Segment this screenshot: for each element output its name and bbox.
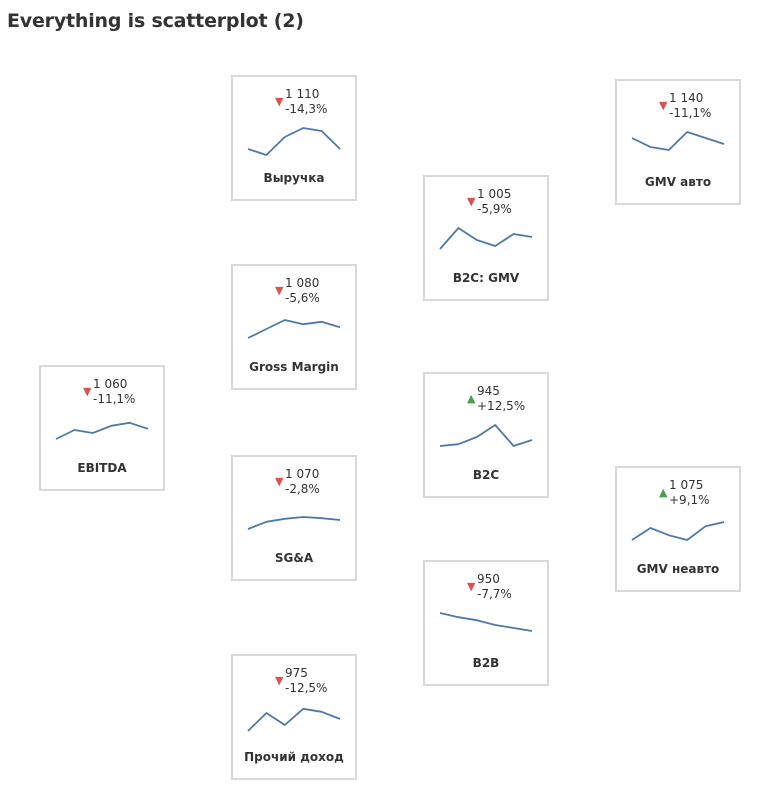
sparkline [439,227,533,250]
kpi-name: B2C: GMV [452,271,520,285]
kpi-change: -12,5% [285,681,328,695]
triangle-down-icon: ▼ [275,95,284,108]
kpi-card-ebitda[interactable]: ▼ 1 060 -11,1% EBITDA [39,365,165,491]
sparkline [247,516,341,530]
kpi-name: Выручка [263,171,325,185]
kpi-value: 945 [477,384,500,398]
kpi-change: +9,1% [669,493,710,507]
kpi-header: ▼ 950 -7,7% [425,572,547,606]
sparkline-series [439,612,533,632]
triangle-down-icon: ▼ [83,385,92,398]
kpi-value: 975 [285,666,308,680]
kpi-header: ▼ 1 005 -5,9% [425,187,547,221]
sparkline [631,131,725,151]
sparkline-series [247,127,341,156]
sparkline-series [247,516,341,530]
sparkline-series [55,421,149,440]
kpi-change: -5,6% [285,291,320,305]
kpi-value: 1 070 [285,467,320,481]
triangle-down-icon: ▼ [275,284,284,297]
kpi-header: ▼ 1 060 -11,1% [41,377,163,411]
kpi-value: 1 005 [477,187,512,201]
kpi-value: 1 075 [669,478,704,492]
kpi-change: -5,9% [477,202,512,216]
page-title: Everything is scatterplot (2) [7,10,304,32]
sparkline-series [247,707,341,732]
kpi-change: -11,1% [669,106,712,120]
kpi-change: +12,5% [477,399,526,413]
kpi-change: -2,8% [285,482,320,496]
kpi-change: -7,7% [477,587,512,601]
kpi-card-b2c-gmv[interactable]: ▼ 1 005 -5,9% B2C: GMV [423,175,549,301]
sparkline [247,707,341,732]
kpi-name: GMV неавто [636,562,720,576]
kpi-header: ▼ 1 140 -11,1% [617,91,739,125]
kpi-name: B2B [472,656,500,670]
kpi-value: 1 110 [285,87,320,101]
kpi-card-gmv-auto[interactable]: ▼ 1 140 -11,1% GMV авто [615,79,741,205]
triangle-up-icon: ▲ [659,486,668,499]
sparkline-series [439,227,533,250]
kpi-header: ▲ 1 075 +9,1% [617,478,739,512]
kpi-name: GMV авто [644,175,712,189]
kpi-header: ▼ 1 080 -5,6% [233,276,355,310]
kpi-card-other-income[interactable]: ▼ 975 -12,5% Прочий доход [231,654,357,780]
kpi-header: ▼ 975 -12,5% [233,666,355,700]
sparkline [631,521,725,541]
kpi-card-gmv-non-auto[interactable]: ▲ 1 075 +9,1% GMV неавто [615,466,741,592]
sparkline [439,612,533,632]
sparkline [247,127,341,156]
kpi-name: Gross Margin [249,360,339,374]
sparkline [439,424,533,447]
kpi-card-b2b[interactable]: ▼ 950 -7,7% B2B [423,560,549,686]
kpi-name: Прочий доход [244,750,344,764]
sparkline-series [439,424,533,447]
kpi-change: -11,1% [93,392,136,406]
kpi-name: B2C [472,468,500,482]
sparkline [55,421,149,440]
kpi-value: 1 060 [93,377,128,391]
triangle-down-icon: ▼ [275,475,284,488]
kpi-card-revenue[interactable]: ▼ 1 110 -14,3% Выручка [231,75,357,201]
triangle-down-icon: ▼ [659,99,668,112]
triangle-up-icon: ▲ [467,392,476,405]
kpi-value: 1 140 [669,91,704,105]
kpi-card-b2c[interactable]: ▲ 945 +12,5% B2C [423,372,549,498]
triangle-down-icon: ▼ [467,580,476,593]
kpi-value: 1 080 [285,276,320,290]
kpi-change: -14,3% [285,102,328,116]
kpi-header: ▼ 1 110 -14,3% [233,87,355,121]
sparkline-series [247,319,341,339]
sparkline-series [631,521,725,541]
kpi-card-sga[interactable]: ▼ 1 070 -2,8% SG&A [231,455,357,581]
triangle-down-icon: ▼ [467,195,476,208]
sparkline [247,319,341,339]
sparkline-series [631,131,725,151]
kpi-name: EBITDA [77,461,127,475]
kpi-header: ▼ 1 070 -2,8% [233,467,355,501]
triangle-down-icon: ▼ [275,674,284,687]
kpi-name: SG&A [274,551,314,565]
kpi-header: ▲ 945 +12,5% [425,384,547,418]
kpi-value: 950 [477,572,500,586]
kpi-card-gross-margin[interactable]: ▼ 1 080 -5,6% Gross Margin [231,264,357,390]
